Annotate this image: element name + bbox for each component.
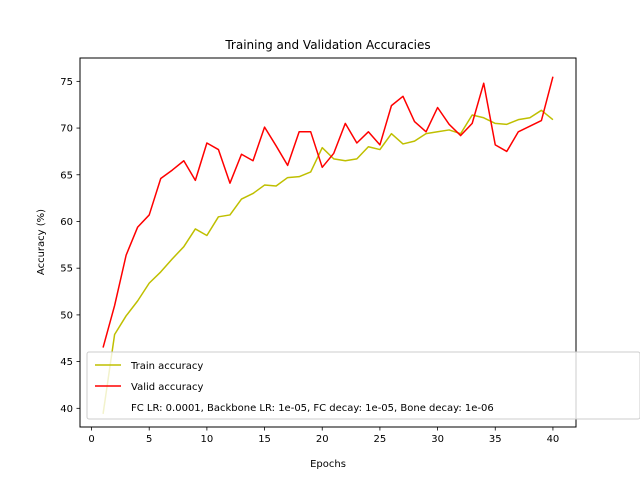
x-tick-label: 5: [146, 434, 152, 445]
y-axis-label: Accuracy (%): [36, 209, 47, 275]
legend-box: [86, 351, 640, 420]
y-tick-label: 55: [60, 264, 73, 275]
y-tick-label: 70: [60, 124, 73, 135]
chart-title: Training and Validation Accuracies: [224, 38, 430, 52]
x-axis-label: Epochs: [310, 459, 346, 470]
plot-frame: [79, 57, 577, 428]
legend: Train accuracy Valid accuracy FC LR: 0.0…: [86, 351, 640, 420]
y-axis-ticks: 40 45 50 55 60 65 70 75: [60, 77, 80, 415]
x-tick-label: 10: [201, 434, 214, 445]
x-tick-label: 30: [431, 434, 444, 445]
y-tick-label: 50: [60, 310, 73, 321]
y-tick-label: 65: [60, 170, 73, 181]
x-tick-label: 40: [547, 434, 560, 445]
y-tick-label: 40: [60, 404, 73, 415]
x-tick-label: 20: [316, 434, 329, 445]
x-tick-label: 0: [88, 434, 94, 445]
y-tick-label: 45: [60, 357, 73, 368]
legend-label-valid: Valid accuracy: [131, 382, 203, 393]
series-line-train: [102, 109, 554, 415]
x-tick-label: 35: [489, 434, 502, 445]
legend-label-hyperparams: FC LR: 0.0001, Backbone LR: 1e-05, FC de…: [131, 403, 494, 414]
x-tick-label: 15: [258, 434, 271, 445]
y-tick-label: 75: [60, 77, 73, 88]
legend-label-train: Train accuracy: [130, 361, 203, 372]
plot-lines: [102, 76, 554, 415]
x-tick-label: 25: [374, 434, 387, 445]
y-tick-label: 60: [60, 217, 73, 228]
series-line-valid: [102, 76, 554, 348]
x-axis-ticks: 0 5 10 15 20 25 30 35 40: [88, 427, 559, 445]
